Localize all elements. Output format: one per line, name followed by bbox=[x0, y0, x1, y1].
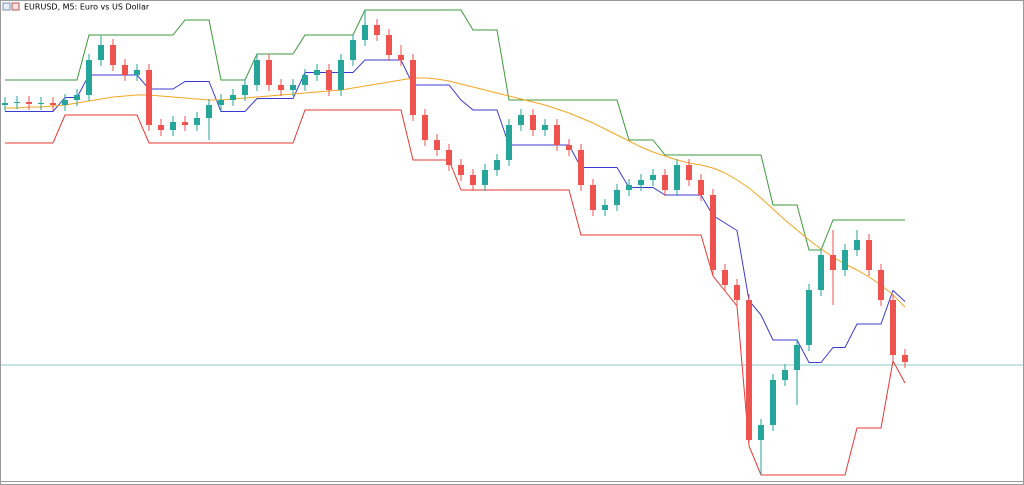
candle-body bbox=[602, 205, 608, 210]
candle-body bbox=[314, 70, 320, 75]
candle-body bbox=[338, 60, 344, 90]
candle-body bbox=[266, 60, 272, 85]
candle-body bbox=[614, 190, 620, 205]
candle-body bbox=[398, 55, 404, 60]
indicator-line bbox=[5, 59, 906, 363]
candle-body bbox=[746, 300, 752, 440]
candle-body bbox=[158, 125, 164, 130]
candle-body bbox=[386, 35, 392, 55]
candle-body bbox=[530, 115, 536, 130]
candle-body bbox=[326, 70, 332, 90]
candle-body bbox=[422, 115, 428, 140]
candle-body bbox=[806, 290, 812, 345]
candle-body bbox=[854, 240, 860, 250]
candle-body bbox=[554, 125, 560, 145]
candle-body bbox=[206, 105, 212, 118]
candle-body bbox=[506, 125, 512, 160]
candle-body bbox=[734, 285, 740, 300]
candle-body bbox=[890, 300, 896, 355]
candle-body bbox=[62, 100, 68, 105]
indicator-line bbox=[5, 109, 906, 476]
candle-body bbox=[302, 75, 308, 85]
candle-body bbox=[218, 100, 224, 105]
chart-icon bbox=[11, 2, 20, 11]
candle-body bbox=[518, 115, 524, 125]
candle-body bbox=[254, 60, 260, 85]
candle-body bbox=[878, 270, 884, 300]
candle-body bbox=[230, 95, 236, 100]
candle-body bbox=[722, 270, 728, 285]
candle-body bbox=[410, 60, 416, 115]
candle-body bbox=[362, 25, 368, 40]
candle-body bbox=[374, 25, 380, 35]
candle-body bbox=[146, 70, 152, 125]
candle-body bbox=[902, 355, 908, 362]
candle-body bbox=[698, 180, 704, 195]
candle-body bbox=[470, 175, 476, 185]
candle-body bbox=[818, 255, 824, 290]
candle-body bbox=[566, 145, 572, 150]
candle-body bbox=[782, 370, 788, 380]
candle-body bbox=[770, 380, 776, 425]
candle-body bbox=[434, 140, 440, 150]
indicator-line bbox=[5, 77, 906, 308]
candle-body bbox=[758, 425, 764, 440]
candle-body bbox=[794, 345, 800, 370]
candle-body bbox=[242, 85, 248, 95]
candle-body bbox=[2, 103, 8, 105]
indicator-line bbox=[5, 9, 905, 251]
candle-body bbox=[98, 45, 104, 60]
candle-body bbox=[194, 118, 200, 125]
chart-title: EURUSD, M5: Euro vs US Dollar bbox=[24, 3, 150, 12]
candle-body bbox=[578, 150, 584, 185]
candle-body bbox=[74, 95, 80, 100]
candle-body bbox=[38, 103, 44, 104]
candle-body bbox=[674, 165, 680, 190]
candle-body bbox=[134, 70, 140, 75]
candle-body bbox=[638, 180, 644, 185]
candle-body bbox=[350, 40, 356, 60]
candle-body bbox=[590, 185, 596, 210]
candle-body bbox=[650, 175, 656, 180]
candle-body bbox=[14, 102, 20, 103]
candle-body bbox=[50, 103, 56, 105]
candle-body bbox=[710, 195, 716, 270]
candle-body bbox=[182, 122, 188, 125]
candle-body bbox=[866, 240, 872, 270]
candle-body bbox=[626, 185, 632, 190]
candle-body bbox=[446, 150, 452, 165]
candle-body bbox=[686, 165, 692, 180]
candle-body bbox=[458, 165, 464, 175]
candle-body bbox=[86, 60, 92, 95]
candle-body bbox=[110, 45, 116, 65]
candle-body bbox=[662, 175, 668, 190]
candle-body bbox=[494, 160, 500, 170]
candle-body bbox=[842, 250, 848, 270]
candle-body bbox=[830, 255, 836, 270]
candle-body bbox=[542, 125, 548, 130]
candle-body bbox=[482, 170, 488, 185]
candle-body bbox=[170, 122, 176, 130]
candle-body bbox=[122, 65, 128, 75]
candle-body bbox=[278, 85, 284, 90]
candle-body bbox=[290, 85, 296, 90]
chart-icon bbox=[2, 2, 11, 11]
candle-body bbox=[26, 102, 32, 104]
